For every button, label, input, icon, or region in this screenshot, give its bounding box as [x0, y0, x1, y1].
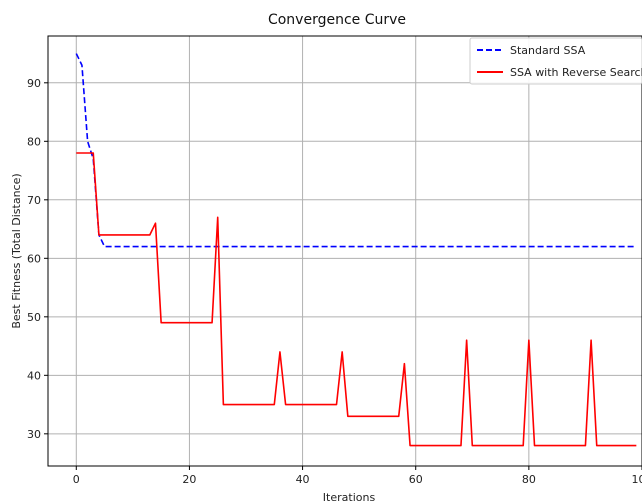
x-tick-label: 60 — [409, 473, 423, 486]
y-tick-label: 70 — [27, 194, 41, 207]
legend: Standard SSA SSA with Reverse Search — [469, 37, 642, 85]
x-tick-label: 100 — [632, 473, 642, 486]
series-line-ssa-with-reverse-search — [76, 152, 637, 447]
y-tick-label: 40 — [27, 369, 41, 382]
series-line-standard-ssa — [75, 53, 637, 248]
x-axis-ticks: 0 20 40 60 80 100 — [73, 466, 642, 486]
x-axis-label: Iterations — [323, 491, 376, 504]
x-tick-label: 0 — [73, 473, 80, 486]
y-tick-label: 50 — [27, 311, 41, 324]
y-tick-label: 90 — [27, 77, 41, 90]
legend-label-standard-ssa: Standard SSA — [510, 44, 586, 57]
x-tick-label: 20 — [182, 473, 196, 486]
plot-frame — [47, 35, 642, 467]
grid — [48, 36, 642, 466]
x-tick-label: 80 — [522, 473, 536, 486]
x-tick-label: 40 — [296, 473, 310, 486]
legend-label-reverse-search: SSA with Reverse Search — [510, 66, 642, 79]
y-axis-label: Best Fitness (Total Distance) — [10, 173, 23, 328]
series-lines — [75, 53, 637, 447]
y-tick-label: 80 — [27, 135, 41, 148]
chart-title: Convergence Curve — [268, 12, 406, 28]
y-tick-label: 60 — [27, 252, 41, 265]
y-tick-label: 30 — [27, 428, 41, 441]
y-axis-ticks: 30 40 50 60 70 80 90 — [27, 77, 48, 441]
legend-box — [469, 37, 642, 85]
